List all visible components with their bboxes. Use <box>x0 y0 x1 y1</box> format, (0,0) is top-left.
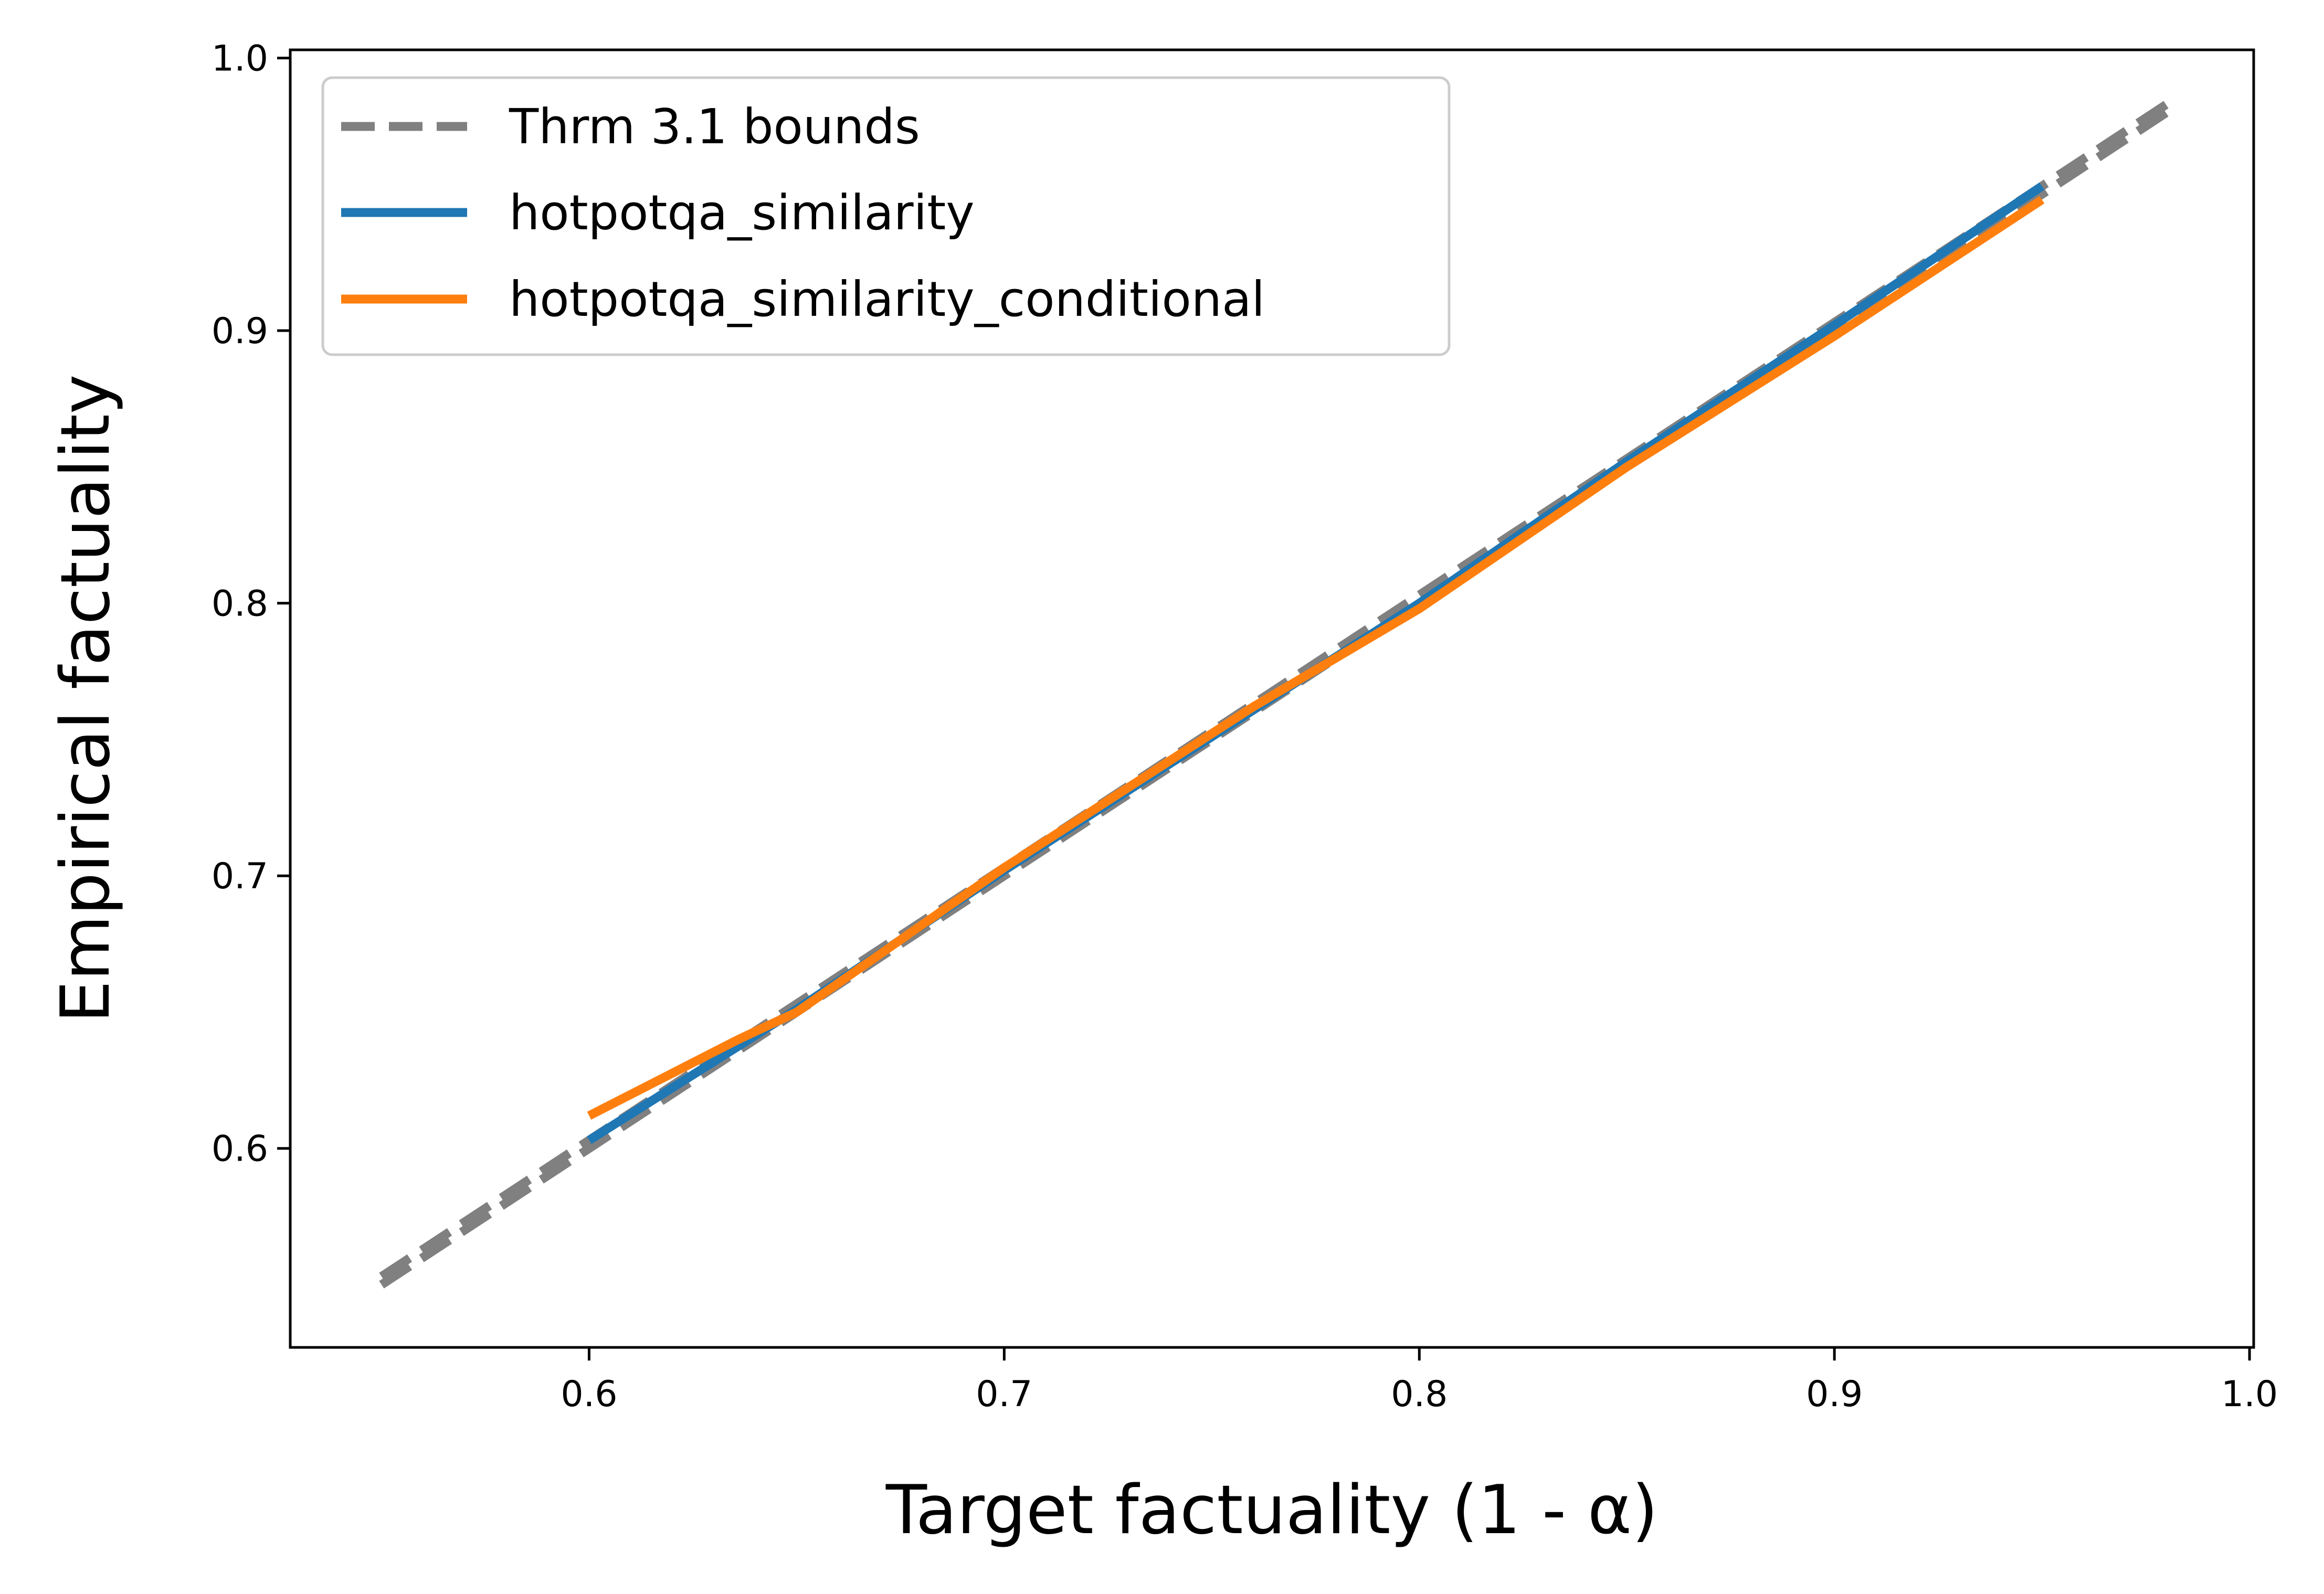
x-tick-label: 0.9 <box>1806 1374 1863 1415</box>
x-tick-label: 1.0 <box>2221 1374 2278 1415</box>
legend-label: Thrm 3.1 bounds <box>509 99 920 155</box>
legend-box <box>321 76 1451 356</box>
ticks-layer: 0.6 0.7 0.8 0.9 1.0 0.6 0.7 0.8 0.9 1.0 <box>212 38 2278 1415</box>
series-line-hotpotqa-similarity-conditional <box>587 196 2045 1120</box>
y-tick-label: 0.8 <box>212 583 268 625</box>
x-tick-label: 0.6 <box>561 1374 617 1415</box>
y-tick-label: 0.6 <box>212 1129 268 1170</box>
legend-label: hotpotqa_similarity_conditional <box>509 271 1265 327</box>
legend-label: hotpotqa_similarity <box>509 185 975 241</box>
x-tick-label: 0.8 <box>1391 1374 1448 1415</box>
y-axis-label: Empirical factuality <box>47 374 125 1023</box>
x-tick-label: 0.7 <box>976 1374 1032 1415</box>
y-tick-label: 1.0 <box>212 38 268 80</box>
y-tick-label: 0.9 <box>212 311 268 352</box>
series-layer <box>379 100 2169 1289</box>
x-axis-label: Target factuality (1 - α) <box>885 1471 1658 1549</box>
legend: Thrm 3.1 bounds hotpotqa_similarityhotpot… <box>321 76 1451 356</box>
plot-frame <box>289 48 2255 1349</box>
y-tick-label: 0.7 <box>212 856 268 897</box>
